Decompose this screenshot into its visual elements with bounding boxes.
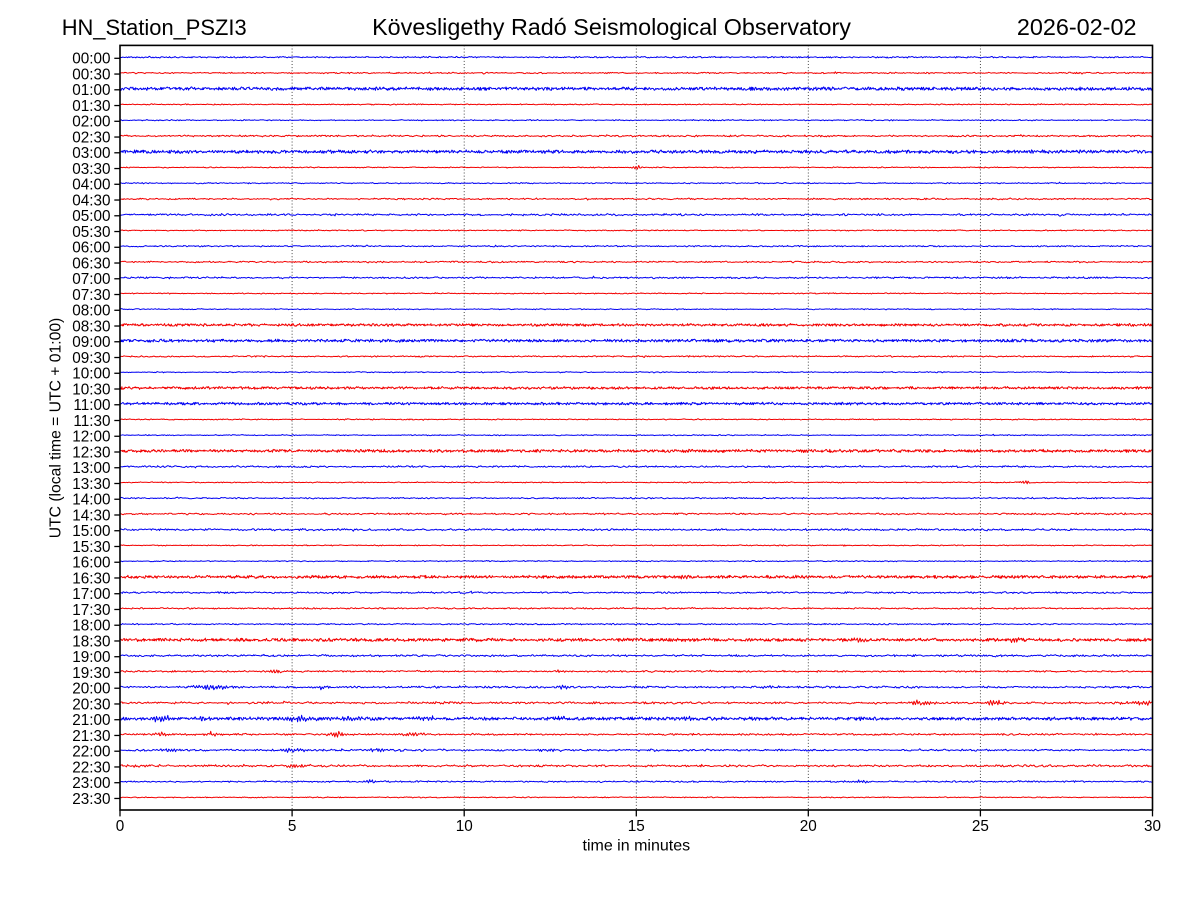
svg-text:09:30: 09:30 — [72, 350, 110, 367]
svg-text:09:00: 09:00 — [72, 334, 110, 351]
svg-text:13:00: 13:00 — [72, 460, 110, 477]
svg-text:22:00: 22:00 — [72, 744, 110, 761]
svg-text:04:30: 04:30 — [72, 192, 110, 209]
svg-text:08:00: 08:00 — [72, 303, 110, 320]
svg-text:5: 5 — [288, 818, 297, 835]
svg-text:10:30: 10:30 — [72, 381, 110, 398]
svg-text:20:30: 20:30 — [72, 696, 110, 713]
svg-text:05:00: 05:00 — [72, 208, 110, 225]
svg-text:00:30: 00:30 — [72, 66, 110, 83]
svg-text:15:00: 15:00 — [72, 523, 110, 540]
svg-text:16:30: 16:30 — [72, 570, 110, 587]
svg-text:12:30: 12:30 — [72, 444, 110, 461]
svg-text:03:00: 03:00 — [72, 145, 110, 162]
svg-text:02:00: 02:00 — [72, 114, 110, 131]
svg-text:01:00: 01:00 — [72, 82, 110, 99]
svg-text:12:00: 12:00 — [72, 429, 110, 446]
svg-text:02:30: 02:30 — [72, 129, 110, 146]
svg-text:UTC (local time = UTC + 01:00): UTC (local time = UTC + 01:00) — [48, 318, 65, 539]
svg-text:06:00: 06:00 — [72, 240, 110, 257]
svg-text:03:30: 03:30 — [72, 161, 110, 178]
svg-text:10:00: 10:00 — [72, 366, 110, 383]
svg-text:21:30: 21:30 — [72, 728, 110, 745]
svg-text:01:30: 01:30 — [72, 98, 110, 115]
svg-text:21:00: 21:00 — [72, 712, 110, 729]
svg-text:22:30: 22:30 — [72, 759, 110, 776]
svg-text:19:00: 19:00 — [72, 649, 110, 666]
svg-text:11:00: 11:00 — [73, 397, 110, 414]
svg-text:15: 15 — [628, 818, 645, 835]
svg-text:18:00: 18:00 — [72, 618, 110, 635]
svg-text:0: 0 — [116, 818, 125, 835]
svg-text:17:00: 17:00 — [72, 586, 110, 603]
svg-text:11:30: 11:30 — [73, 413, 110, 430]
svg-text:07:30: 07:30 — [72, 287, 110, 304]
svg-text:06:30: 06:30 — [72, 255, 110, 272]
svg-text:07:00: 07:00 — [72, 271, 110, 288]
svg-text:HN_Station_PSZI3: HN_Station_PSZI3 — [62, 15, 247, 40]
svg-text:2026-02-02: 2026-02-02 — [1017, 14, 1137, 40]
svg-text:18:30: 18:30 — [72, 633, 110, 650]
svg-text:14:00: 14:00 — [72, 492, 110, 509]
svg-text:time in minutes: time in minutes — [583, 837, 691, 854]
svg-text:00:00: 00:00 — [72, 51, 110, 68]
svg-text:15:30: 15:30 — [72, 539, 110, 556]
svg-text:05:30: 05:30 — [72, 224, 110, 241]
svg-text:30: 30 — [1144, 818, 1161, 835]
svg-text:13:30: 13:30 — [72, 476, 110, 493]
svg-text:20: 20 — [800, 818, 817, 835]
svg-text:25: 25 — [972, 818, 989, 835]
svg-text:04:00: 04:00 — [72, 177, 110, 194]
svg-text:Kövesligethy Radó Seismologica: Kövesligethy Radó Seismological Observat… — [372, 14, 851, 40]
svg-text:23:00: 23:00 — [72, 775, 110, 792]
svg-text:14:30: 14:30 — [72, 507, 110, 524]
svg-text:20:00: 20:00 — [72, 681, 110, 698]
svg-text:16:00: 16:00 — [72, 555, 110, 572]
svg-text:23:30: 23:30 — [72, 791, 110, 808]
svg-text:17:30: 17:30 — [72, 602, 110, 619]
svg-text:10: 10 — [456, 818, 473, 835]
svg-text:08:30: 08:30 — [72, 318, 110, 335]
svg-text:19:30: 19:30 — [72, 665, 110, 682]
